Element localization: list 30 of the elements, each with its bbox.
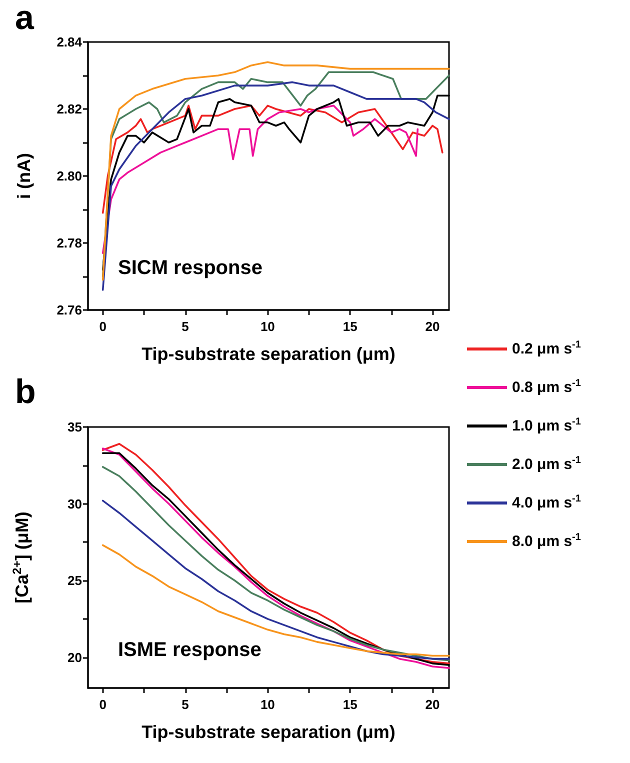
line-series xyxy=(102,500,450,660)
x-axis-title: Tip-substrate separation (μm) xyxy=(142,344,396,364)
x-tick-label: 0 xyxy=(99,319,106,334)
y-axis-title: i (nA) xyxy=(14,153,34,199)
y-tick-label: 2.80 xyxy=(56,168,82,184)
y-tick-label: 25 xyxy=(68,573,82,588)
x-tick-label: 5 xyxy=(182,697,189,712)
y-tick-label: 2.76 xyxy=(56,302,82,318)
y-tick-label: 35 xyxy=(68,420,82,434)
chart-title: a xyxy=(15,0,35,37)
annotation: ISME response xyxy=(118,639,262,661)
x-tick-label: 5 xyxy=(182,319,189,334)
x-tick-label: 10 xyxy=(260,319,275,334)
x-tick-label: 0 xyxy=(99,697,106,712)
x-tick-label: 20 xyxy=(425,319,440,334)
x-tick-label: 15 xyxy=(342,697,358,712)
x-tick-label: 15 xyxy=(342,319,358,334)
line-series xyxy=(102,104,419,254)
annotation: SICM response xyxy=(118,257,262,279)
chart-title: b xyxy=(15,373,36,411)
y-axis-title: [Ca2+] (μM) xyxy=(10,512,32,604)
x-axis-title: Tip-substrate separation (μm) xyxy=(142,722,396,742)
x-tick-label: 10 xyxy=(260,697,275,712)
x-tick-label: 20 xyxy=(425,697,440,712)
y-tick-label: 2.82 xyxy=(56,102,82,116)
y-tick-label: 2.84 xyxy=(56,34,83,50)
line-series xyxy=(102,104,444,214)
y-tick-label: 20 xyxy=(68,650,82,665)
y-tick-label: 30 xyxy=(68,496,82,512)
y-tick-label: 2.78 xyxy=(56,236,82,250)
